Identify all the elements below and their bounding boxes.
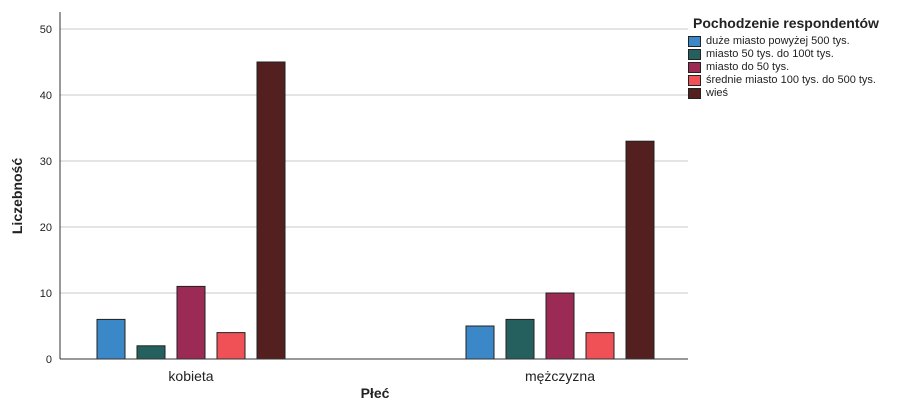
- y-tick-label: 20: [40, 222, 52, 234]
- legend-label: duże miasto powyżej 500 tys.: [706, 35, 850, 47]
- bar: [96, 318, 126, 360]
- legend: Pochodzenie respondentów duże miasto pow…: [688, 16, 898, 101]
- bars: [96, 61, 655, 360]
- legend-item: duże miasto powyżej 500 tys.: [688, 36, 898, 47]
- legend-swatch: [688, 36, 701, 47]
- y-axis-title: Liczebność: [9, 158, 25, 234]
- bar: [465, 325, 495, 360]
- bar: [216, 332, 246, 360]
- legend-items: duże miasto powyżej 500 tys. miasto 50 ty…: [688, 36, 898, 99]
- bar: [625, 140, 655, 360]
- legend-item: miasto 50 tys. do 100t tys.: [688, 49, 898, 60]
- y-tick-label: 50: [40, 24, 52, 36]
- x-category-labels: kobieta mężczyzna: [168, 368, 595, 384]
- bar: [176, 285, 206, 360]
- bar: [505, 318, 535, 360]
- legend-label: miasto do 50 tys.: [706, 61, 790, 73]
- y-tick-label: 10: [40, 288, 52, 300]
- axes: [59, 12, 688, 360]
- x-category-label: kobieta: [168, 368, 213, 384]
- legend-title: Pochodzenie respondentów: [693, 15, 879, 31]
- legend-swatch: [688, 49, 701, 60]
- grid-lines: [60, 28, 688, 294]
- legend-label: miasto 50 tys. do 100t tys.: [706, 48, 834, 60]
- legend-swatch: [688, 62, 701, 73]
- bar: [545, 292, 575, 360]
- legend-label: wieś: [706, 87, 729, 99]
- bar: [256, 61, 286, 360]
- y-tick-label: 30: [40, 156, 52, 168]
- legend-item: miasto do 50 tys.: [688, 62, 898, 73]
- x-axis-title: Płeć: [361, 385, 390, 401]
- y-tick-labels: 0 10 20 30 40 50: [40, 24, 52, 366]
- legend-swatch: [688, 75, 701, 86]
- y-tick-label: 0: [46, 354, 52, 366]
- bar: [136, 345, 166, 360]
- x-category-label: mężczyzna: [525, 368, 595, 384]
- legend-label: średnie miasto 100 tys. do 500 tys.: [706, 74, 876, 86]
- legend-item: wieś: [688, 88, 898, 99]
- bar: [585, 332, 615, 360]
- legend-swatch: [688, 88, 701, 99]
- legend-item: średnie miasto 100 tys. do 500 tys.: [688, 75, 898, 86]
- y-tick-label: 40: [40, 90, 52, 102]
